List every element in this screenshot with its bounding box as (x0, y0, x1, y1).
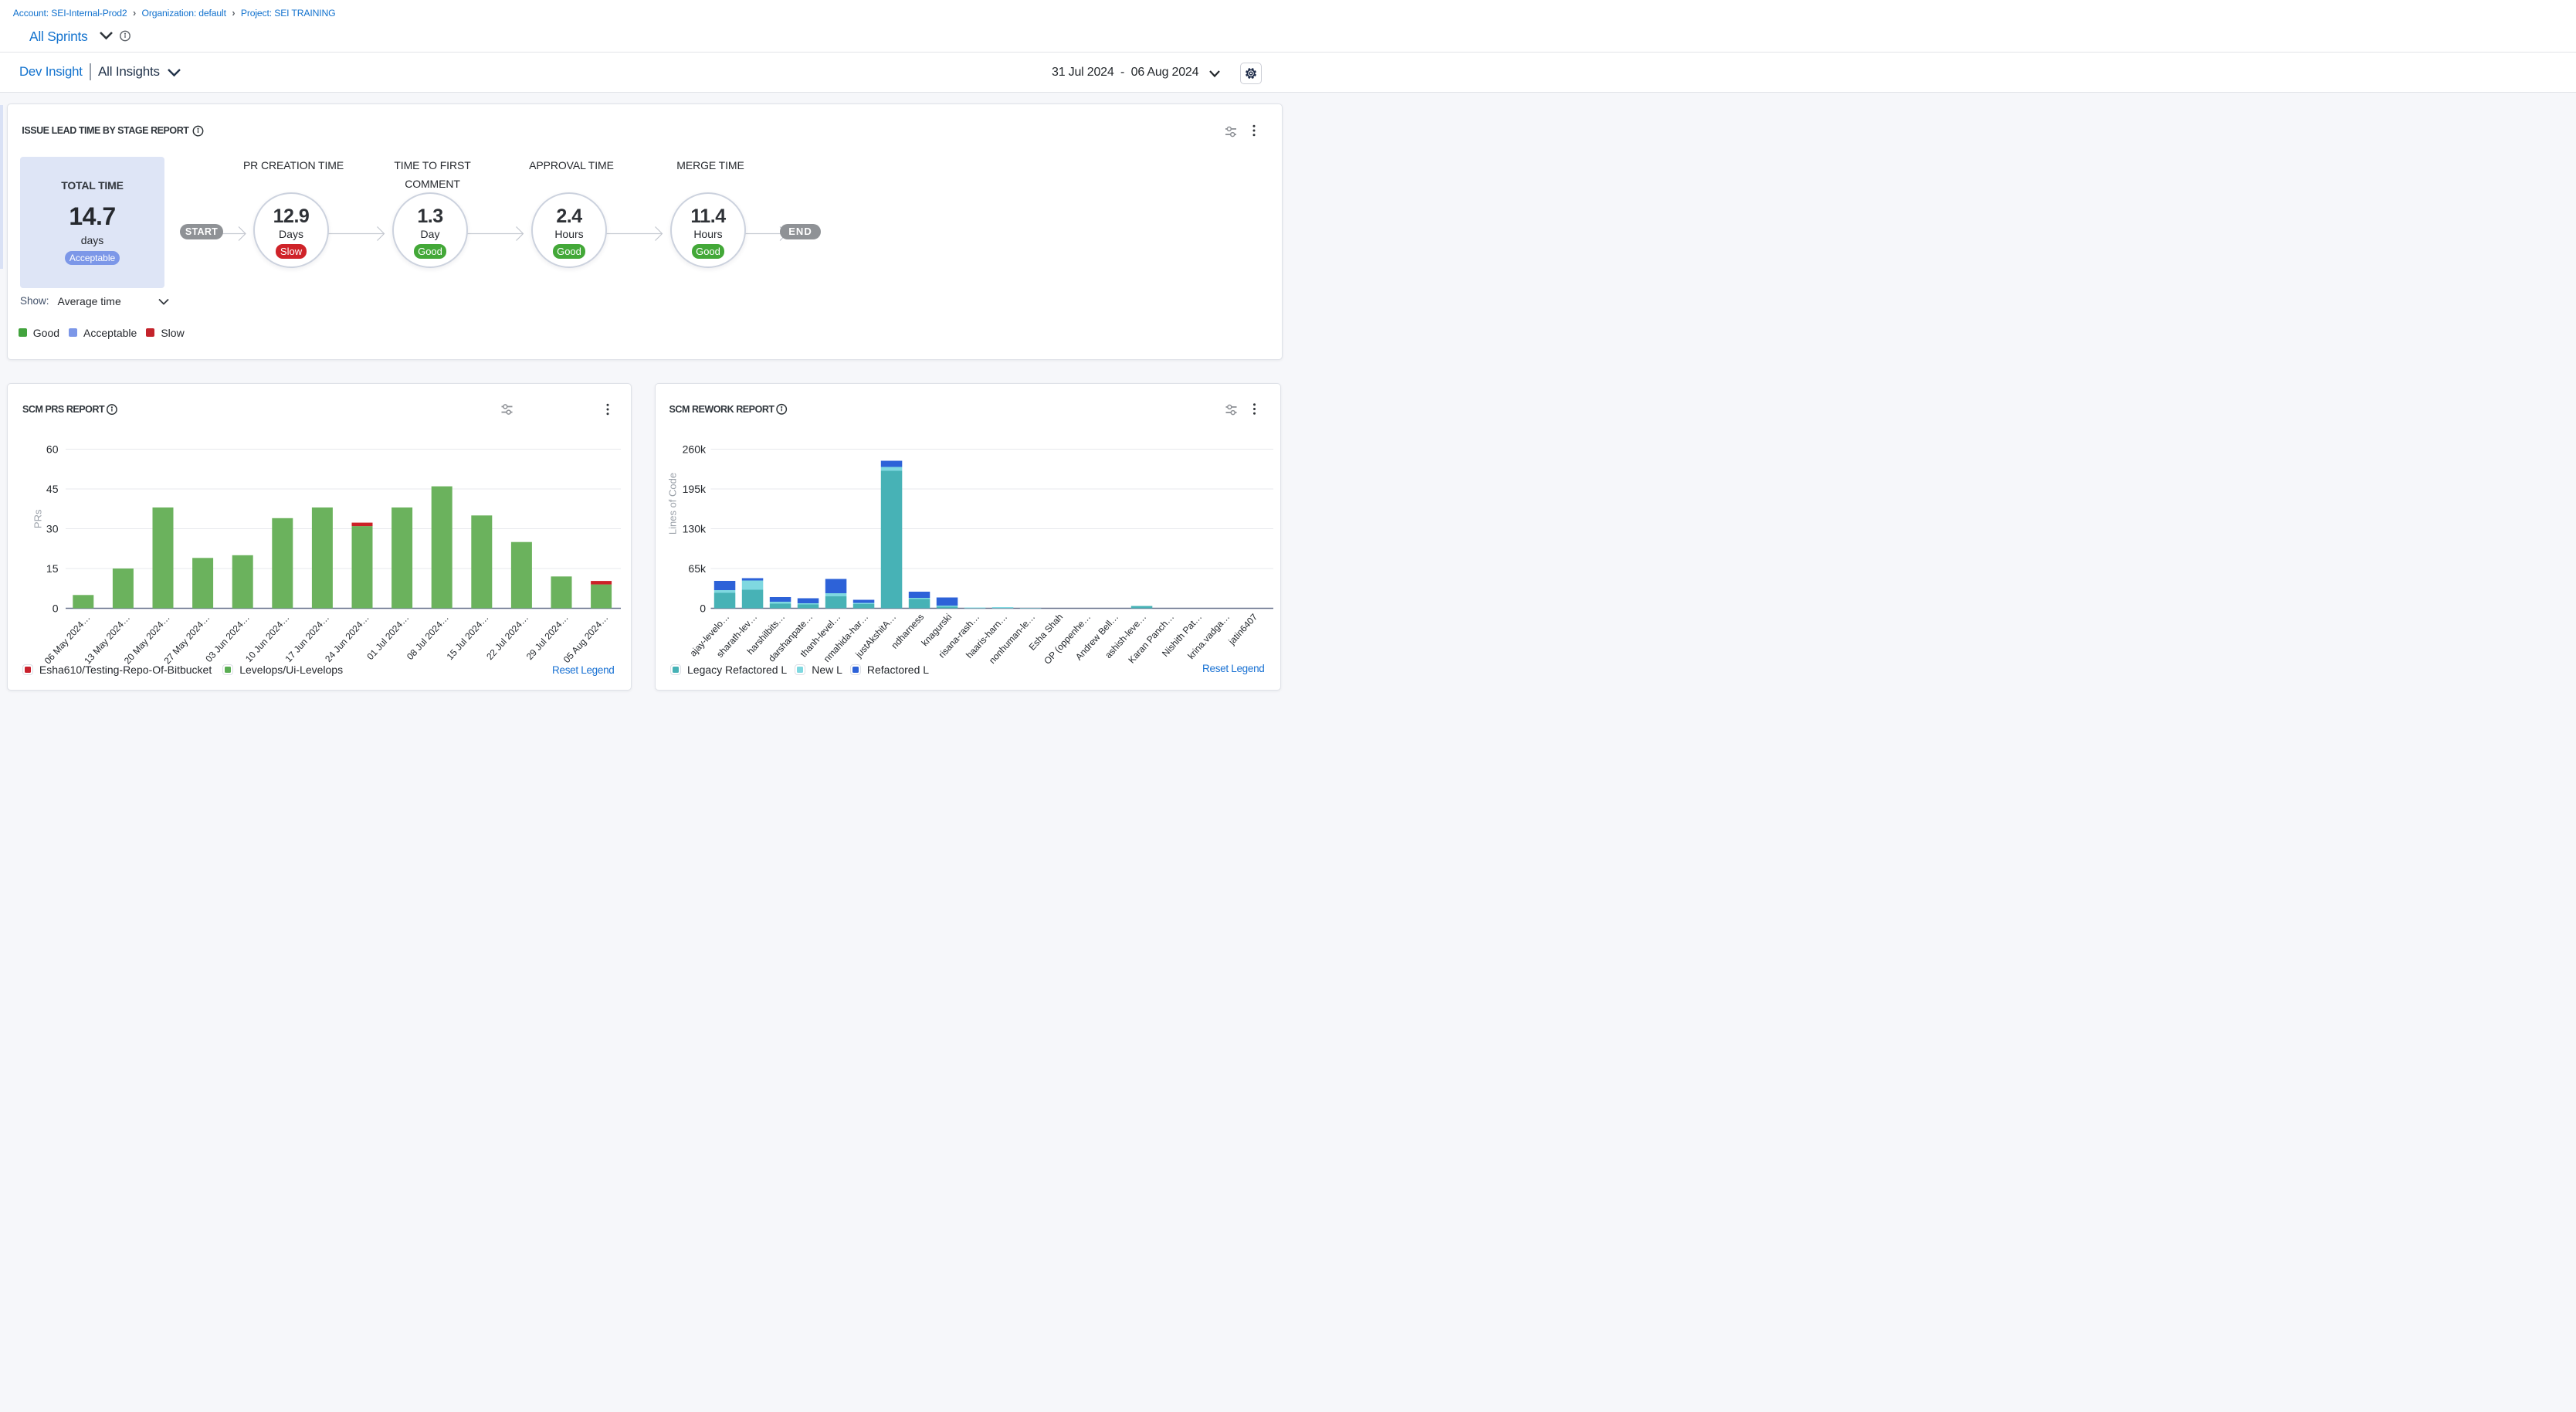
svg-text:260k: 260k (682, 443, 706, 456)
svg-text:30: 30 (46, 523, 59, 535)
svg-text:45: 45 (46, 483, 59, 495)
svg-text:15: 15 (46, 562, 59, 575)
svg-text:65k: 65k (688, 562, 707, 575)
svg-text:PRs: PRs (32, 509, 44, 528)
svg-text:195k: 195k (682, 483, 706, 495)
svg-text:130k: 130k (682, 523, 706, 535)
svg-text:60: 60 (46, 443, 59, 456)
svg-text:jatin6407: jatin6407 (1225, 611, 1259, 647)
svg-text:0: 0 (53, 602, 59, 615)
svg-text:Lines of Code: Lines of Code (666, 473, 678, 535)
svg-text:0: 0 (700, 602, 706, 615)
